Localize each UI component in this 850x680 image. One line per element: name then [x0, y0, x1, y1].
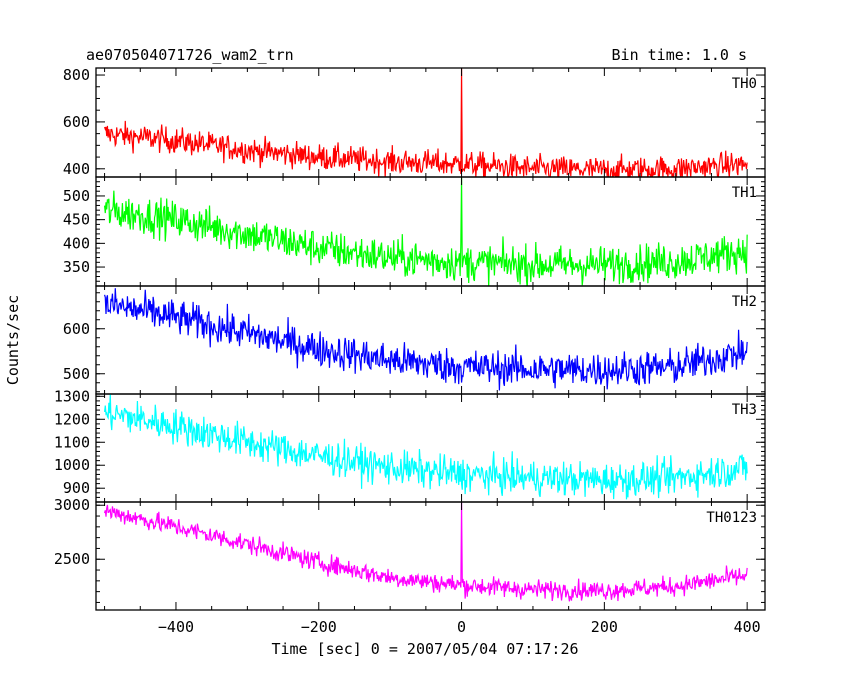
- y-tick-label: 800: [63, 66, 90, 84]
- bin-time-label: Bin time: 1.0 s: [612, 46, 747, 64]
- series-line-th1: [103, 177, 748, 286]
- y-tick-label: 1300: [54, 387, 90, 405]
- panel-th3: 900 1000 1100 1200 1300 TH3: [54, 387, 766, 503]
- chart-title: ae070504071726_wam2_trn: [86, 46, 294, 64]
- x-axis-title: Time [sec] 0 = 2007/05/04 07:17:26: [271, 640, 578, 658]
- x-tick-label: 200: [591, 618, 618, 636]
- panel-frame: [95, 285, 766, 395]
- x-tick-label: 0: [457, 618, 466, 636]
- panel-label-th1: TH1: [732, 185, 757, 201]
- y-tick-label: 400: [63, 160, 90, 178]
- panels: 400 600 800 TH0 350 400 450 500 TH1 500 600 TH2 900 1…: [54, 66, 766, 611]
- y-tick-label: 350: [63, 258, 90, 276]
- x-tick-label: −400: [158, 618, 194, 636]
- y-tick-label: 1100: [54, 433, 90, 451]
- series-line-th0123: [103, 502, 748, 602]
- x-tick-label: −200: [301, 618, 337, 636]
- series-line-th2: [103, 288, 748, 391]
- y-tick-label: 600: [63, 320, 90, 338]
- panel-th0123: 2500 3000 TH0123: [54, 496, 766, 611]
- panel-frame: [95, 501, 766, 611]
- y-tick-label: 1000: [54, 456, 90, 474]
- panel-label-th3: TH3: [732, 402, 757, 418]
- y-tick-label: 400: [63, 234, 90, 252]
- y-tick-label: 3000: [54, 496, 90, 514]
- x-axis: −400 −200 0 200 400: [158, 618, 761, 636]
- panel-th2: 500 600 TH2: [63, 285, 766, 395]
- y-axis-title: Counts/sec: [4, 295, 22, 385]
- panel-label-th2: TH2: [732, 294, 757, 310]
- panel-th1: 350 400 450 500 TH1: [63, 176, 766, 287]
- y-tick-label: 1200: [54, 410, 90, 428]
- y-tick-label: 450: [63, 211, 90, 229]
- y-tick-label: 2500: [54, 550, 90, 568]
- panel-label-th0: TH0: [732, 76, 757, 92]
- panel-label-th0123: TH0123: [706, 510, 757, 526]
- y-tick-label: 900: [63, 479, 90, 497]
- series-line-th3: [103, 394, 748, 500]
- y-tick-label: 600: [63, 113, 90, 131]
- series-line-th0: [104, 68, 748, 177]
- y-tick-label: 500: [63, 187, 90, 205]
- x-tick-label: 400: [734, 618, 761, 636]
- y-tick-label: 500: [63, 365, 90, 383]
- panel-th0: 400 600 800 TH0: [63, 66, 766, 178]
